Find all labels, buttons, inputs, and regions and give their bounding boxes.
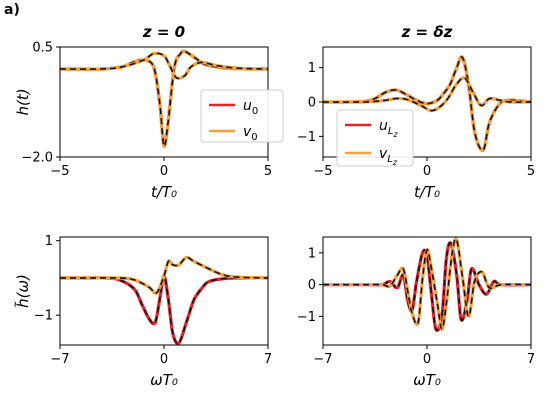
y-axis-label: h̃(ω) [13, 274, 32, 308]
series-dash-1 [60, 275, 268, 345]
x-tick-label: 0 [423, 352, 431, 367]
x-axis-label: ωT₀ [150, 371, 178, 389]
legend-subscript: L [388, 126, 394, 137]
legend-subscript2: z [392, 130, 398, 139]
series-line-1 [60, 274, 268, 345]
x-tick-label: −7 [50, 352, 69, 367]
x-tick-label: −7 [313, 352, 332, 367]
series-dash-3 [323, 76, 531, 112]
y-tick-label: 1 [308, 246, 316, 261]
legend-box [336, 109, 414, 167]
series-group [60, 255, 268, 345]
y-tick-label: 1 [45, 234, 53, 249]
series-dash-1 [323, 241, 531, 332]
y-tick-label: 0 [308, 278, 316, 293]
panel-label: a) [4, 2, 20, 18]
x-tick-label: −5 [50, 164, 69, 179]
legend-box [200, 89, 284, 143]
legend-subscript2: z [392, 158, 398, 167]
x-axis-label: ωT₀ [413, 371, 441, 389]
x-tick-label: −5 [313, 164, 332, 179]
x-tick-label: 0 [423, 164, 431, 179]
series-line-3 [60, 51, 268, 80]
series-dash-2 [323, 56, 531, 152]
axes-frame [59, 236, 269, 346]
x-tick-label: 7 [527, 352, 535, 367]
series-dash-3 [60, 52, 268, 80]
chart-title: z = δz [401, 23, 453, 41]
y-axis-label: h(t) [14, 88, 32, 115]
y-tick-label: 1 [308, 61, 316, 76]
x-tick-label: 7 [264, 352, 272, 367]
y-tick-label: −1 [297, 310, 316, 325]
x-tick-label: 0 [160, 164, 168, 179]
x-tick-label: 5 [264, 164, 272, 179]
legend-subscript: L [387, 154, 393, 165]
legend-subscript: 0 [251, 132, 257, 143]
series-group [60, 49, 268, 148]
chart-panel-3: −7 0 7 1 −1 ωT₀ h̃(ω) [13, 234, 272, 389]
x-axis-label: t/T₀ [414, 183, 440, 201]
y-tick-label: −1 [297, 130, 316, 145]
chart-panel-4: −7 0 7 1 0 −1 ωT₀ [297, 236, 535, 389]
x-axis-label: t/T₀ [151, 183, 177, 201]
legend-subscript: 0 [252, 106, 258, 117]
x-tick-label: 5 [527, 164, 535, 179]
y-tick-label: 0.5 [32, 41, 53, 56]
series-dash-2 [60, 256, 268, 295]
series-group [323, 55, 531, 152]
chart-title: z = 0 [142, 23, 185, 41]
series-dash-2 [323, 238, 531, 330]
y-tick-label: −1 [34, 309, 53, 324]
y-tick-label: 0 [308, 96, 316, 111]
x-tick-label: 0 [160, 352, 168, 367]
y-tick-label: −2.0 [21, 151, 53, 166]
series-group [323, 237, 531, 332]
